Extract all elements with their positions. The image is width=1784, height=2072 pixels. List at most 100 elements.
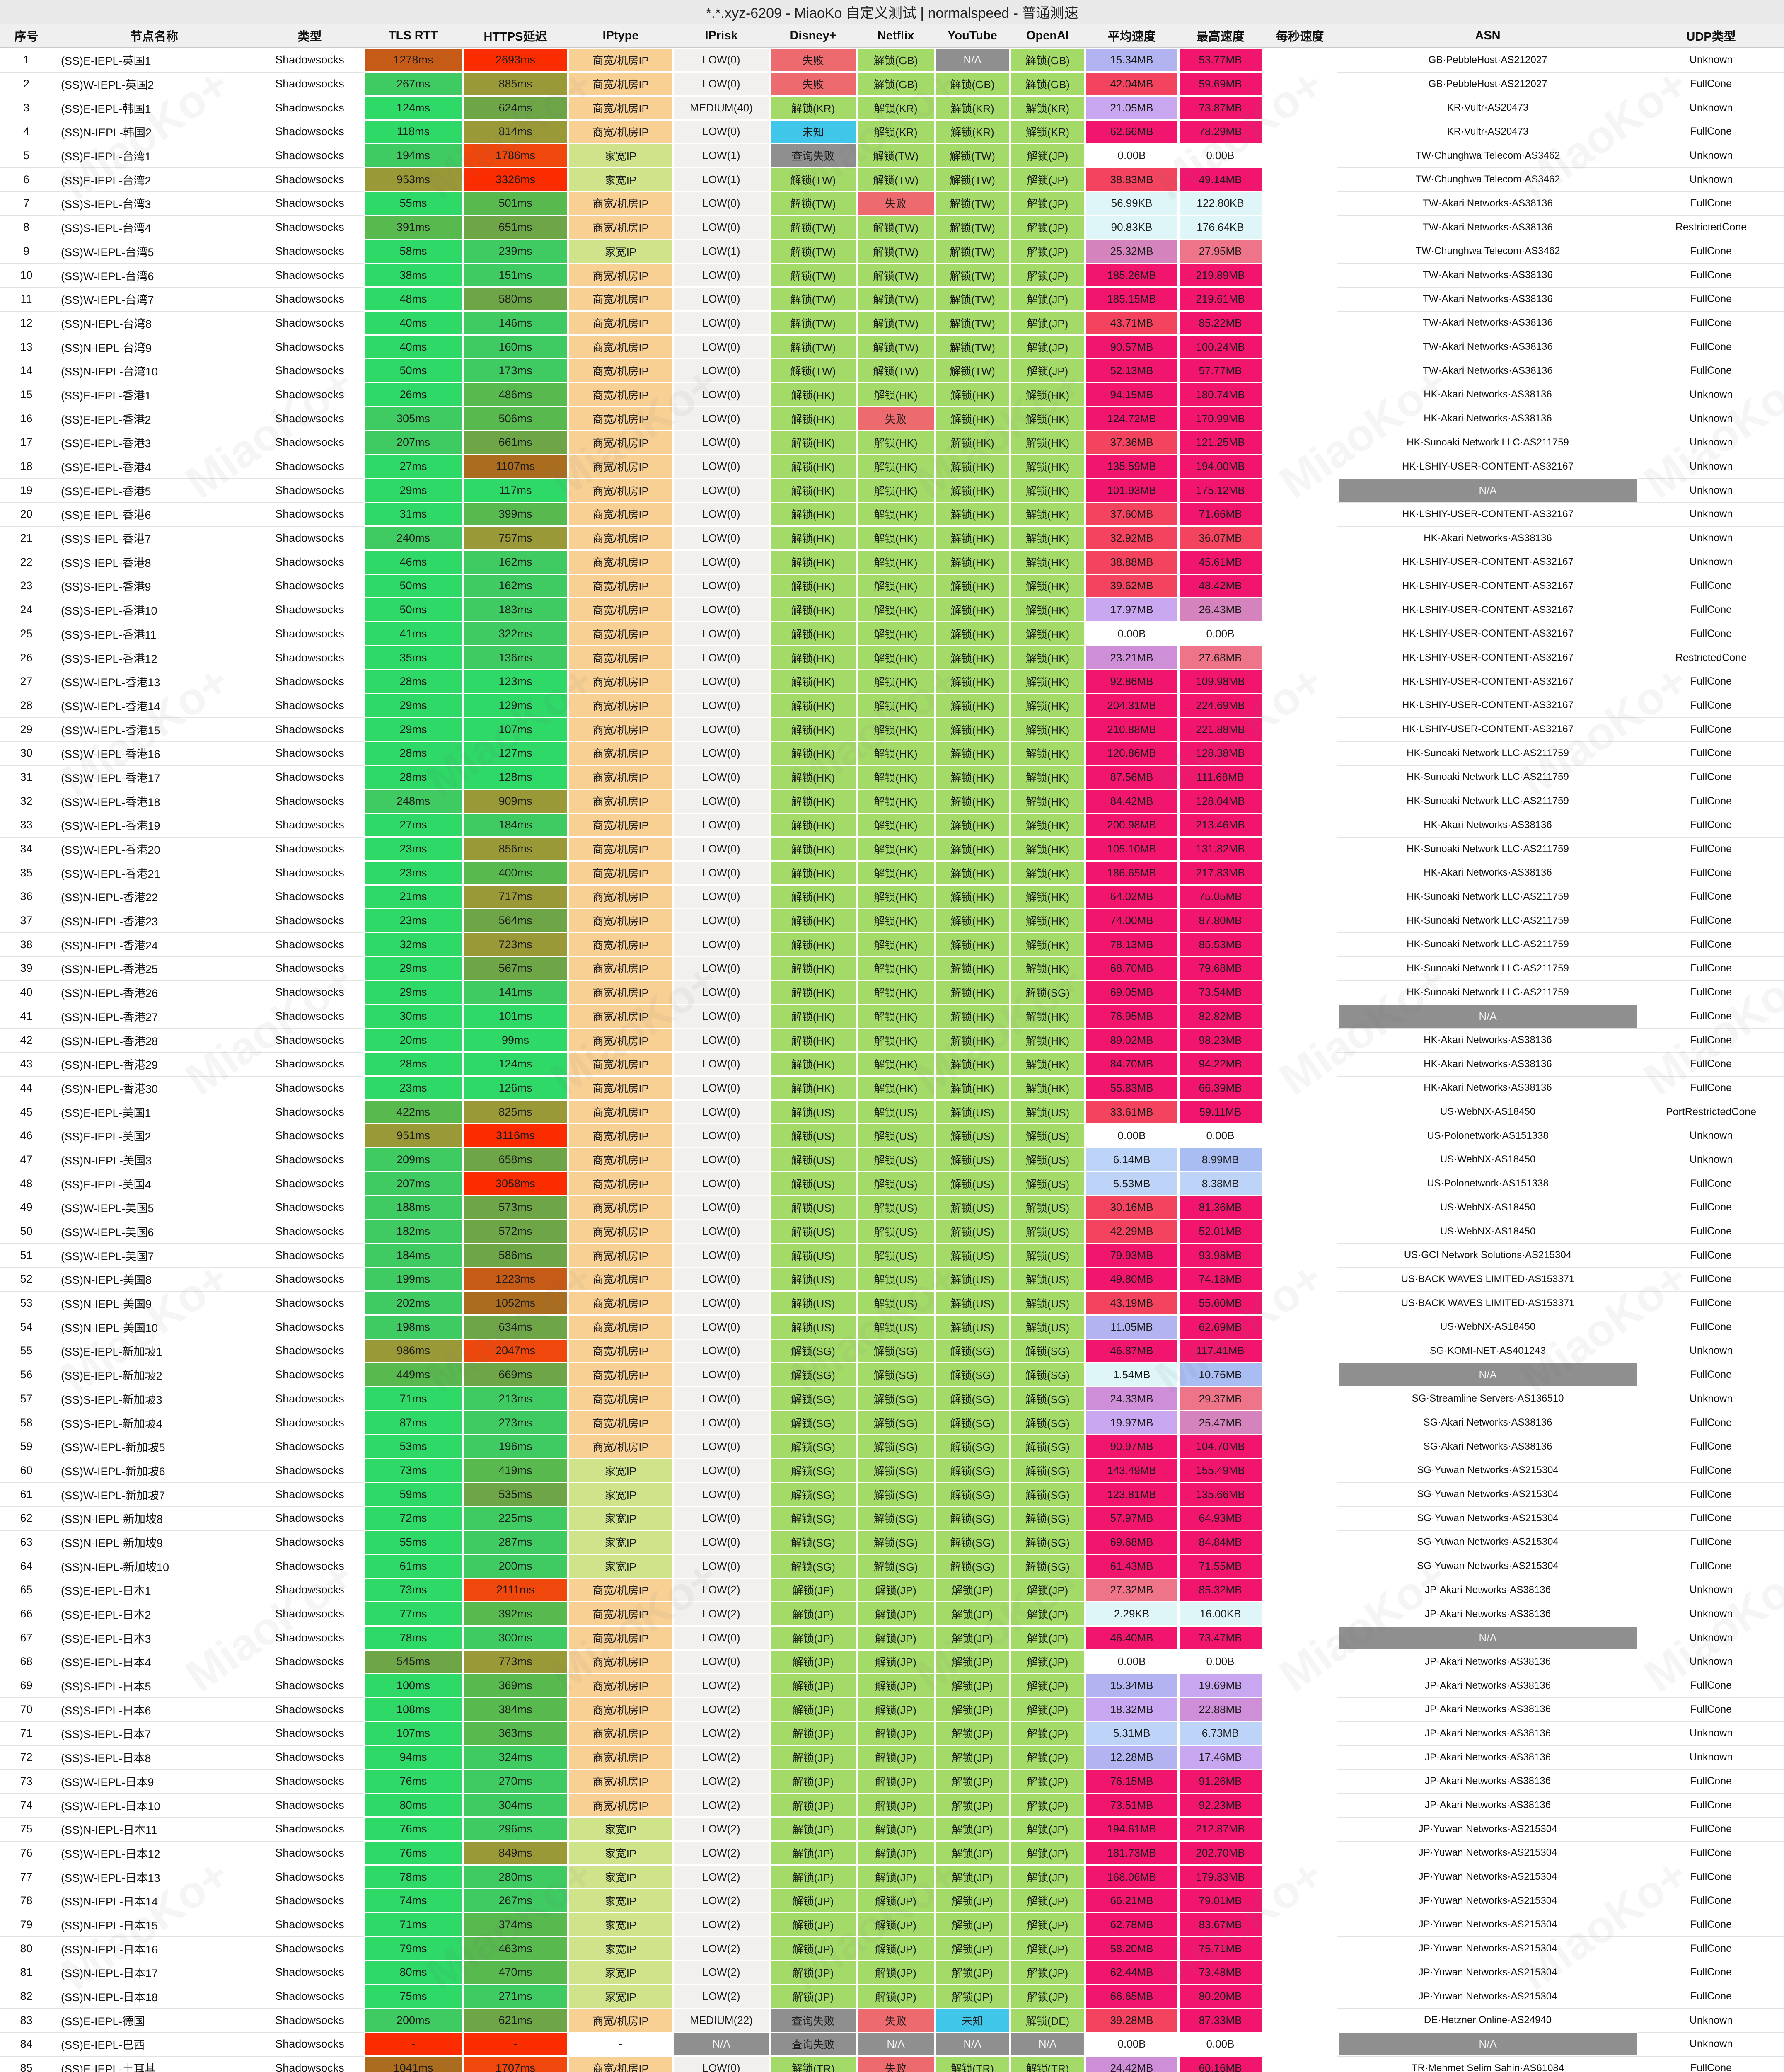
disney-status-cell: 解锁(HK)	[769, 478, 857, 502]
row-index: 60	[0, 1459, 53, 1483]
node-type: Shadowsocks	[256, 215, 364, 240]
table-row: 61 (SS)W-IEPL-新加坡7 Shadowsocks 59ms 535ms 家宽I…	[0, 1482, 1784, 1506]
iprisk-cell: LOW(0)	[673, 287, 769, 311]
tls-rtt-cell: 46ms	[364, 550, 463, 574]
netflix-status-cell: 解锁(KR)	[857, 120, 935, 144]
youtube-status-cell: 解锁(HK)	[935, 1028, 1010, 1052]
iprisk-cell: LOW(0)	[673, 1076, 769, 1100]
max-speed-cell: 73.87MB	[1178, 96, 1262, 120]
openai-status-cell: 解锁(HK)	[1010, 837, 1085, 861]
row-index: 4	[0, 120, 53, 144]
column-header: HTTPS延迟	[483, 30, 547, 44]
tls-rtt-cell: 61ms	[364, 1554, 463, 1578]
disney-status-cell: 解锁(JP)	[769, 1769, 857, 1794]
youtube-status-cell: 解锁(HK)	[935, 550, 1010, 574]
per-second-speed-chart	[1262, 885, 1337, 909]
per-second-speed-chart	[1262, 120, 1337, 144]
per-second-speed-chart	[1262, 1506, 1337, 1530]
max-speed-cell: 0.00B	[1178, 1650, 1262, 1674]
row-index: 20	[0, 502, 53, 526]
avg-speed-cell: 84.42MB	[1085, 789, 1178, 813]
per-second-speed-chart	[1262, 359, 1337, 383]
row-index: 76	[0, 1841, 53, 1865]
node-type: Shadowsocks	[256, 550, 364, 574]
iprisk-cell: LOW(0)	[673, 789, 769, 813]
avg-speed-cell: 49.80MB	[1085, 1267, 1178, 1291]
per-second-speed-chart	[1262, 765, 1337, 789]
asn-cell: HK·LSHIY-USER-CONTENT·AS32167	[1337, 646, 1638, 670]
node-type: Shadowsocks	[256, 574, 364, 598]
table-row: 45 (SS)E-IEPL-美国1 Shadowsocks 422ms 825ms 商宽/…	[0, 1100, 1784, 1124]
max-speed-cell: 85.22MB	[1178, 311, 1262, 335]
row-index: 14	[0, 359, 53, 383]
youtube-status-cell: 解锁(HK)	[935, 789, 1010, 813]
openai-status-cell: 解锁(KR)	[1010, 96, 1085, 120]
table-row: 24 (SS)S-IEPL-香港10 Shadowsocks 50ms 183ms 商宽/…	[0, 598, 1784, 622]
row-index: 29	[0, 717, 53, 741]
table-row: 10 (SS)W-IEPL-台湾6 Shadowsocks 38ms 151ms 商宽/机…	[0, 263, 1784, 287]
iprisk-cell: LOW(2)	[673, 1841, 769, 1865]
node-name: (SS)W-IEPL-美国6	[53, 1220, 256, 1244]
avg-speed-cell: 55.83MB	[1085, 1076, 1178, 1100]
tls-rtt-cell: 50ms	[364, 359, 463, 383]
per-second-speed-chart	[1262, 1554, 1337, 1578]
node-type: Shadowsocks	[256, 2032, 364, 2056]
per-second-speed-chart	[1262, 1267, 1337, 1291]
table-row: 4 (SS)N-IEPL-韩国2 Shadowsocks 118ms 814ms 商宽/机…	[0, 120, 1784, 144]
avg-speed-cell: 94.15MB	[1085, 383, 1178, 407]
tls-rtt-cell: 30ms	[364, 1005, 463, 1029]
table-row: 44 (SS)N-IEPL-香港30 Shadowsocks 23ms 126ms 商宽/…	[0, 1076, 1784, 1100]
max-speed-cell: 202.70MB	[1178, 1841, 1262, 1865]
per-second-speed-chart	[1262, 1985, 1337, 2009]
table-row: 70 (SS)S-IEPL-日本6 Shadowsocks 108ms 384ms 商宽/…	[0, 1697, 1784, 1722]
column-header: 平均速度	[1107, 30, 1156, 44]
youtube-status-cell: 解锁(HK)	[935, 861, 1010, 885]
https-latency-cell: 1052ms	[463, 1291, 568, 1315]
tls-rtt-cell: 100ms	[364, 1674, 463, 1698]
node-name: (SS)W-IEPL-新加坡6	[53, 1459, 256, 1483]
row-index: 77	[0, 1865, 53, 1889]
youtube-status-cell: 解锁(JP)	[935, 1578, 1010, 1602]
per-second-speed-chart	[1262, 789, 1337, 813]
disney-status-cell: 解锁(TW)	[769, 335, 857, 359]
node-type: Shadowsocks	[256, 1267, 364, 1291]
asn-cell: HK·LSHIY-USER-CONTENT·AS32167	[1337, 598, 1638, 622]
iprisk-cell: LOW(0)	[673, 1315, 769, 1339]
netflix-status-cell: 解锁(JP)	[857, 1578, 935, 1602]
row-index: 31	[0, 765, 53, 789]
max-speed-cell: 60.16MB	[1178, 2056, 1262, 2072]
udp-type-cell: FullCone	[1638, 72, 1784, 96]
per-second-speed-chart	[1262, 311, 1337, 335]
row-index: 68	[0, 1650, 53, 1674]
iprisk-cell: LOW(2)	[673, 1769, 769, 1794]
udp-type-cell: FullCone	[1638, 1793, 1784, 1817]
avg-speed-cell: 200.98MB	[1085, 813, 1178, 837]
table-row: 23 (SS)S-IEPL-香港9 Shadowsocks 50ms 162ms 商宽/机…	[0, 574, 1784, 598]
per-second-speed-chart	[1262, 1626, 1337, 1650]
https-latency-cell: 814ms	[463, 120, 568, 144]
disney-status-cell: 解锁(SG)	[769, 1459, 857, 1483]
max-speed-cell: 79.68MB	[1178, 956, 1262, 980]
node-type: Shadowsocks	[256, 478, 364, 502]
iptype-cell: 商宽/机房IP	[568, 598, 673, 622]
node-type: Shadowsocks	[256, 48, 364, 72]
openai-status-cell: 解锁(SG)	[1010, 1459, 1085, 1483]
disney-status-cell: 解锁(SG)	[769, 1387, 857, 1411]
tls-rtt-cell: 79ms	[364, 1936, 463, 1961]
node-type: Shadowsocks	[256, 287, 364, 311]
iptype-cell: 商宽/机房IP	[568, 215, 673, 240]
asn-cell: US·WebNX·AS18450	[1337, 1100, 1638, 1124]
openai-status-cell: 解锁(HK)	[1010, 670, 1085, 694]
per-second-speed-chart	[1262, 1220, 1337, 1244]
asn-cell: SG·Yuwan Networks·AS215304	[1337, 1554, 1638, 1578]
youtube-status-cell: 解锁(HK)	[935, 646, 1010, 670]
tls-rtt-cell: 124ms	[364, 96, 463, 120]
node-name: (SS)W-IEPL-香港18	[53, 789, 256, 813]
iptype-cell: 商宽/机房IP	[568, 263, 673, 287]
https-latency-cell: 717ms	[463, 885, 568, 909]
disney-status-cell: 解锁(JP)	[769, 1674, 857, 1698]
node-name: (SS)E-IEPL-香港2	[53, 407, 256, 431]
avg-speed-cell: 18.32MB	[1085, 1697, 1178, 1721]
iptype-cell: 家宽IP	[568, 1506, 673, 1530]
asn-cell: KR·Vultr·AS20473	[1337, 96, 1638, 120]
